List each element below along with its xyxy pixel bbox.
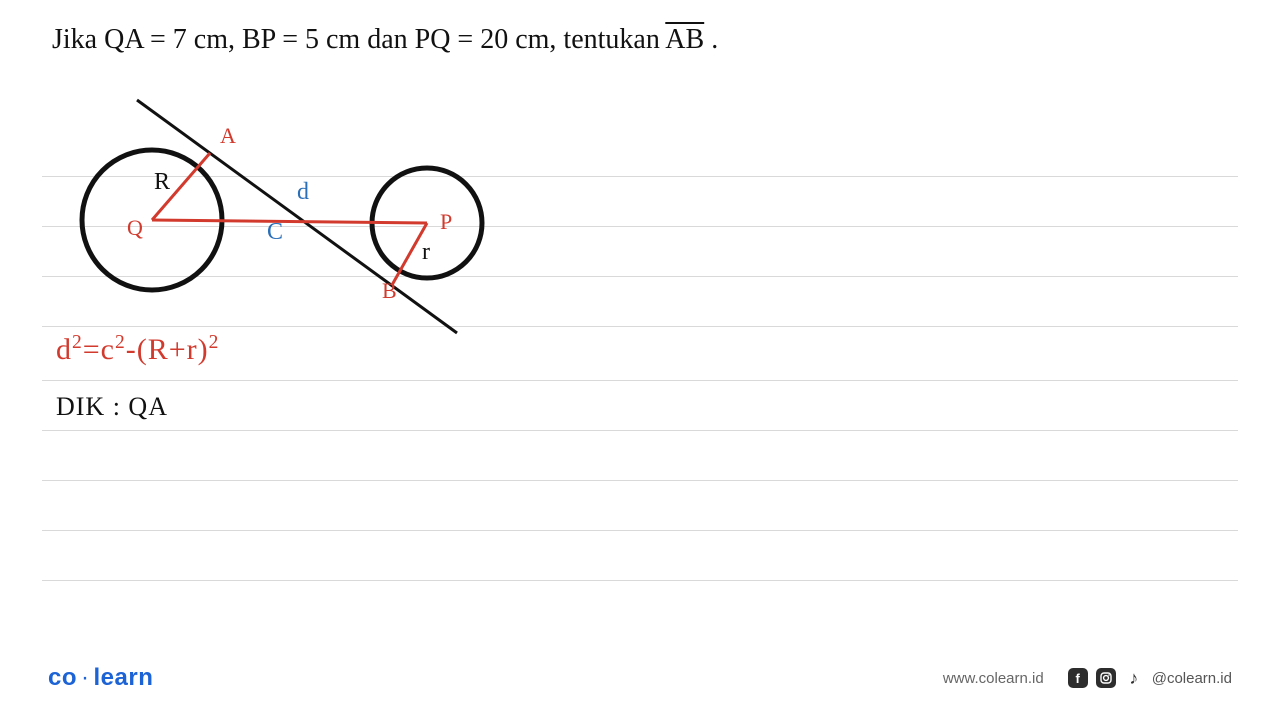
instagram-icon — [1096, 668, 1116, 688]
footer-url: www.colearn.id — [943, 670, 1044, 687]
question-target: AB — [665, 24, 704, 55]
label-r: r — [422, 239, 430, 266]
rule-line — [42, 580, 1238, 581]
label-B: B — [382, 278, 397, 304]
label-Q: Q — [127, 215, 143, 241]
rule-line — [42, 380, 1238, 381]
logo-dot: · — [81, 664, 90, 691]
footer: co·learn www.colearn.id f ♪ @colearn.id — [0, 664, 1280, 692]
question-suffix: . — [711, 24, 718, 55]
label-P: P — [440, 209, 452, 235]
social-row: f ♪ @colearn.id — [1068, 668, 1232, 688]
label-R: R — [154, 169, 170, 196]
center-line-QP — [152, 220, 427, 223]
logo: co·learn — [48, 664, 153, 692]
rule-line — [42, 530, 1238, 531]
rule-line — [42, 430, 1238, 431]
tangent-line — [137, 100, 457, 333]
question-text: Jika QA = 7 cm, BP = 5 cm dan PQ = 20 cm… — [52, 24, 718, 56]
page: Jika QA = 7 cm, BP = 5 cm dan PQ = 20 cm… — [0, 0, 1280, 720]
rule-line — [42, 480, 1238, 481]
diagram-svg — [42, 95, 542, 335]
question-prefix: Jika QA = 7 cm, BP = 5 cm dan PQ = 20 cm… — [52, 24, 665, 55]
facebook-icon: f — [1068, 668, 1088, 688]
logo-right: learn — [94, 664, 154, 691]
label-A: A — [220, 123, 236, 149]
logo-left: co — [48, 664, 77, 691]
dik-line: DIK : QA — [56, 392, 168, 422]
tiktok-icon: ♪ — [1124, 668, 1144, 688]
label-d: d — [297, 179, 309, 206]
label-C: C — [267, 219, 283, 246]
formula-text: d2=c2-(R+r)2 — [56, 332, 219, 367]
social-handle: @colearn.id — [1152, 670, 1232, 687]
geometry-diagram: A B Q P Rr dC — [42, 95, 542, 335]
